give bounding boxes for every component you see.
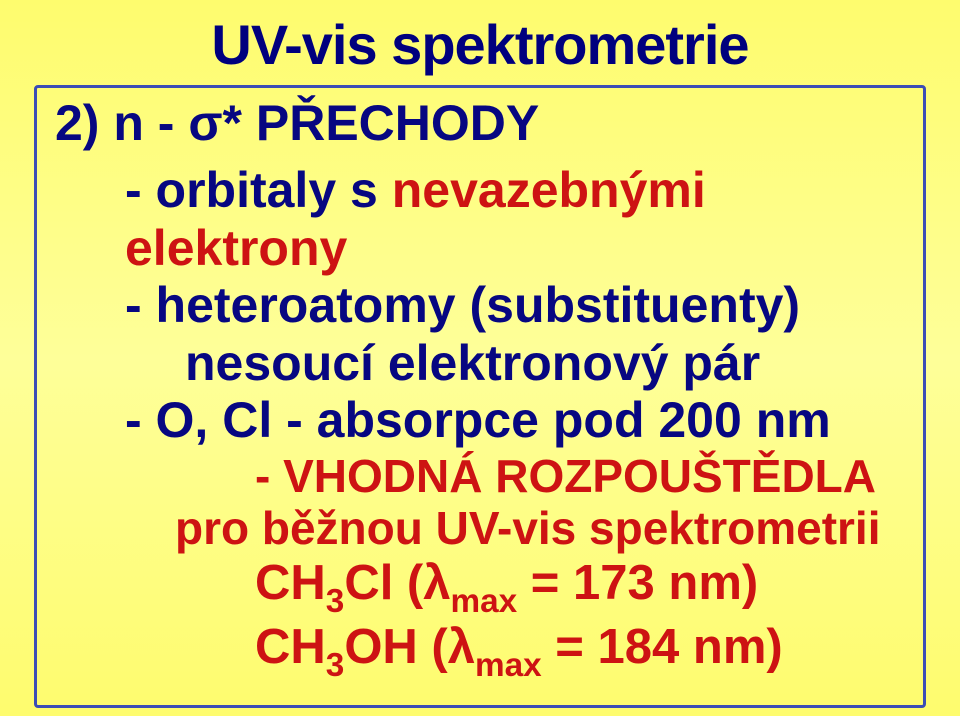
bullet-rozpoustedla-sub: pro běžnou UV-vis spektrometrii bbox=[175, 502, 905, 555]
bullet-rozpoustedla: - VHODNÁ ROZPOUŠTĚDLA bbox=[255, 450, 905, 503]
formula-part: = 173 nm) bbox=[517, 556, 758, 610]
content-box: 2) n - σ* PŘECHODY - orbitaly s nevazebn… bbox=[34, 85, 926, 708]
formula-subscript: max bbox=[451, 583, 518, 620]
formula-subscript: max bbox=[475, 647, 542, 684]
formula-subscript: 3 bbox=[326, 647, 345, 684]
formula-ch3cl: CH3Cl (λmax = 173 nm) bbox=[255, 555, 905, 619]
formula-part: CH bbox=[255, 556, 326, 610]
formula-subscript: 3 bbox=[326, 583, 345, 620]
text-segment: - orbitaly s bbox=[125, 162, 392, 218]
bullet-heteroatomy-cont: nesoucí elektronový pár bbox=[185, 335, 905, 393]
formula-part: OH (λ bbox=[344, 620, 475, 674]
bullet-heteroatomy: - heteroatomy (substituenty) bbox=[125, 277, 905, 335]
formula-part: CH bbox=[255, 620, 326, 674]
formula-part: = 184 nm) bbox=[542, 620, 783, 674]
bullet-orbitaly: - orbitaly s nevazebnými elektrony bbox=[125, 162, 905, 277]
formula-part: Cl (λ bbox=[344, 556, 450, 610]
formula-ch3oh: CH3OH (λmax = 184 nm) bbox=[255, 619, 905, 683]
slide-title: UV-vis spektrometrie bbox=[30, 12, 930, 77]
bullet-absorpce: - O, Cl - absorpce pod 200 nm bbox=[125, 392, 905, 450]
slide: UV-vis spektrometrie 2) n - σ* PŘECHODY … bbox=[0, 0, 960, 716]
section-heading: 2) n - σ* PŘECHODY bbox=[55, 94, 905, 152]
